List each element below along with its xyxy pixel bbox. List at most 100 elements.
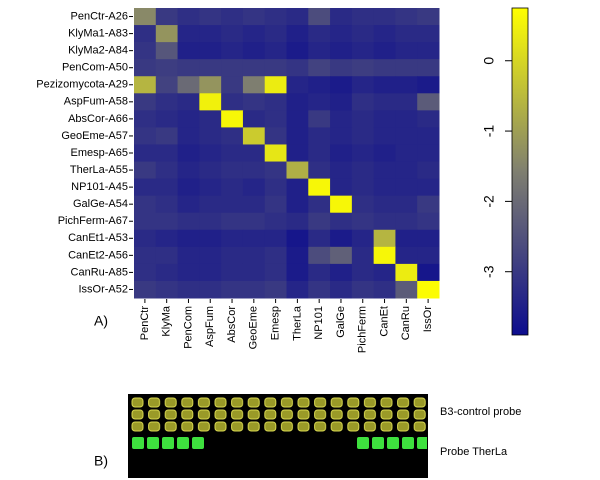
heat-cell	[177, 25, 200, 43]
heat-cell	[177, 212, 200, 231]
heat-cell	[221, 127, 244, 145]
heat-cell	[155, 229, 179, 248]
heat-cell	[155, 59, 179, 77]
heat-cell	[134, 229, 157, 248]
heat-cell	[134, 246, 157, 265]
heat-cell	[199, 25, 222, 43]
colorbar-tick-label: -2	[481, 195, 497, 208]
heat-cell	[308, 212, 331, 231]
heat-cell	[264, 178, 287, 197]
heat-cell	[286, 246, 309, 265]
heat-cell	[177, 42, 200, 60]
heat-cell	[155, 246, 179, 265]
row-label: Pezizomycota-A29	[36, 79, 128, 91]
heat-cell	[417, 8, 440, 26]
heat-cell	[373, 127, 396, 145]
heat-cell	[351, 144, 375, 163]
heat-cell	[308, 8, 331, 26]
heat-cell	[308, 127, 331, 145]
column-label: Emesp	[270, 306, 282, 340]
heat-cell	[417, 144, 440, 163]
heat-cell	[417, 76, 440, 94]
heatmap: PenCtr-A26 KlyMa1-A83 KlyMa2-A84 PenCom-A50…	[36, 8, 440, 353]
heat-cell	[286, 144, 309, 163]
column-label: PenCtr	[139, 306, 151, 341]
heat-cell	[242, 195, 266, 214]
heat-cell	[134, 110, 157, 128]
heat-cell	[264, 144, 287, 163]
heat-cell	[330, 76, 353, 94]
column-label: CanEt	[378, 306, 390, 337]
column-label: CanRu	[400, 306, 412, 340]
heat-cell	[264, 8, 287, 26]
heat-cell	[417, 93, 440, 111]
heat-cell	[286, 42, 309, 60]
heat-cell	[308, 42, 331, 60]
heat-cell	[308, 25, 331, 43]
heat-cell	[308, 195, 331, 214]
heat-cell	[330, 280, 353, 299]
heat-cell	[155, 110, 179, 128]
heat-cell	[134, 42, 157, 60]
heat-cell	[373, 246, 396, 265]
heat-cell	[330, 195, 353, 214]
heat-cell	[286, 110, 309, 128]
heat-cell	[264, 25, 287, 43]
heat-cell	[177, 229, 200, 248]
row-label: GeoEme-A57	[61, 130, 128, 142]
heat-cell	[395, 127, 418, 145]
heat-cell	[199, 263, 222, 282]
heat-cell	[134, 212, 157, 231]
heat-cell	[351, 280, 375, 299]
heat-cell	[221, 212, 244, 231]
heat-cell	[373, 42, 396, 60]
probe-spots	[355, 436, 427, 452]
heat-cell	[286, 161, 309, 180]
heat-cell	[330, 178, 353, 197]
heat-cell	[242, 42, 266, 60]
heat-cell	[199, 229, 222, 248]
image-label: Probe TherLa	[440, 446, 508, 458]
heat-cell	[264, 229, 287, 248]
heat-cell	[155, 25, 179, 43]
heat-cell	[155, 8, 179, 26]
colorbar-tick-label: -1	[481, 125, 497, 138]
heat-cell	[330, 161, 353, 180]
heat-cell	[242, 178, 266, 197]
heat-cell	[242, 76, 266, 94]
colorbar-tick-label: 0	[481, 57, 497, 65]
heat-cell	[417, 59, 440, 77]
heat-cell	[395, 280, 418, 299]
heat-cell	[395, 42, 418, 60]
heat-cell	[395, 93, 418, 111]
heat-cell	[155, 93, 179, 111]
heat-cell	[155, 127, 179, 145]
row-label: KlyMa2-A84	[68, 45, 128, 57]
column-label: PichFerm	[357, 306, 369, 353]
image-label: B3-control probe	[440, 406, 521, 418]
heat-cell	[134, 263, 157, 282]
heat-cell	[395, 76, 418, 94]
heat-cell	[286, 59, 309, 77]
heat-cell	[134, 161, 157, 180]
heat-cell	[134, 8, 157, 26]
heat-cell	[373, 195, 396, 214]
heat-cell	[417, 127, 440, 145]
heat-cell	[395, 110, 418, 128]
heat-cell	[242, 110, 266, 128]
heat-cell	[330, 93, 353, 111]
row-label: Emesp-A65	[71, 147, 128, 159]
heat-cell	[221, 76, 244, 94]
heat-cell	[242, 263, 266, 282]
heat-cell	[199, 42, 222, 60]
heat-cell	[242, 93, 266, 111]
heat-cell	[417, 195, 440, 214]
heat-cell	[373, 59, 396, 77]
row-label: AbsCor-A66	[68, 113, 128, 125]
heat-cell	[395, 263, 418, 282]
row-label: NP101-A45	[71, 181, 128, 193]
heat-cell	[242, 280, 266, 299]
heat-cell	[264, 246, 287, 265]
heat-cell	[330, 59, 353, 77]
panel-label: A)	[94, 313, 108, 329]
